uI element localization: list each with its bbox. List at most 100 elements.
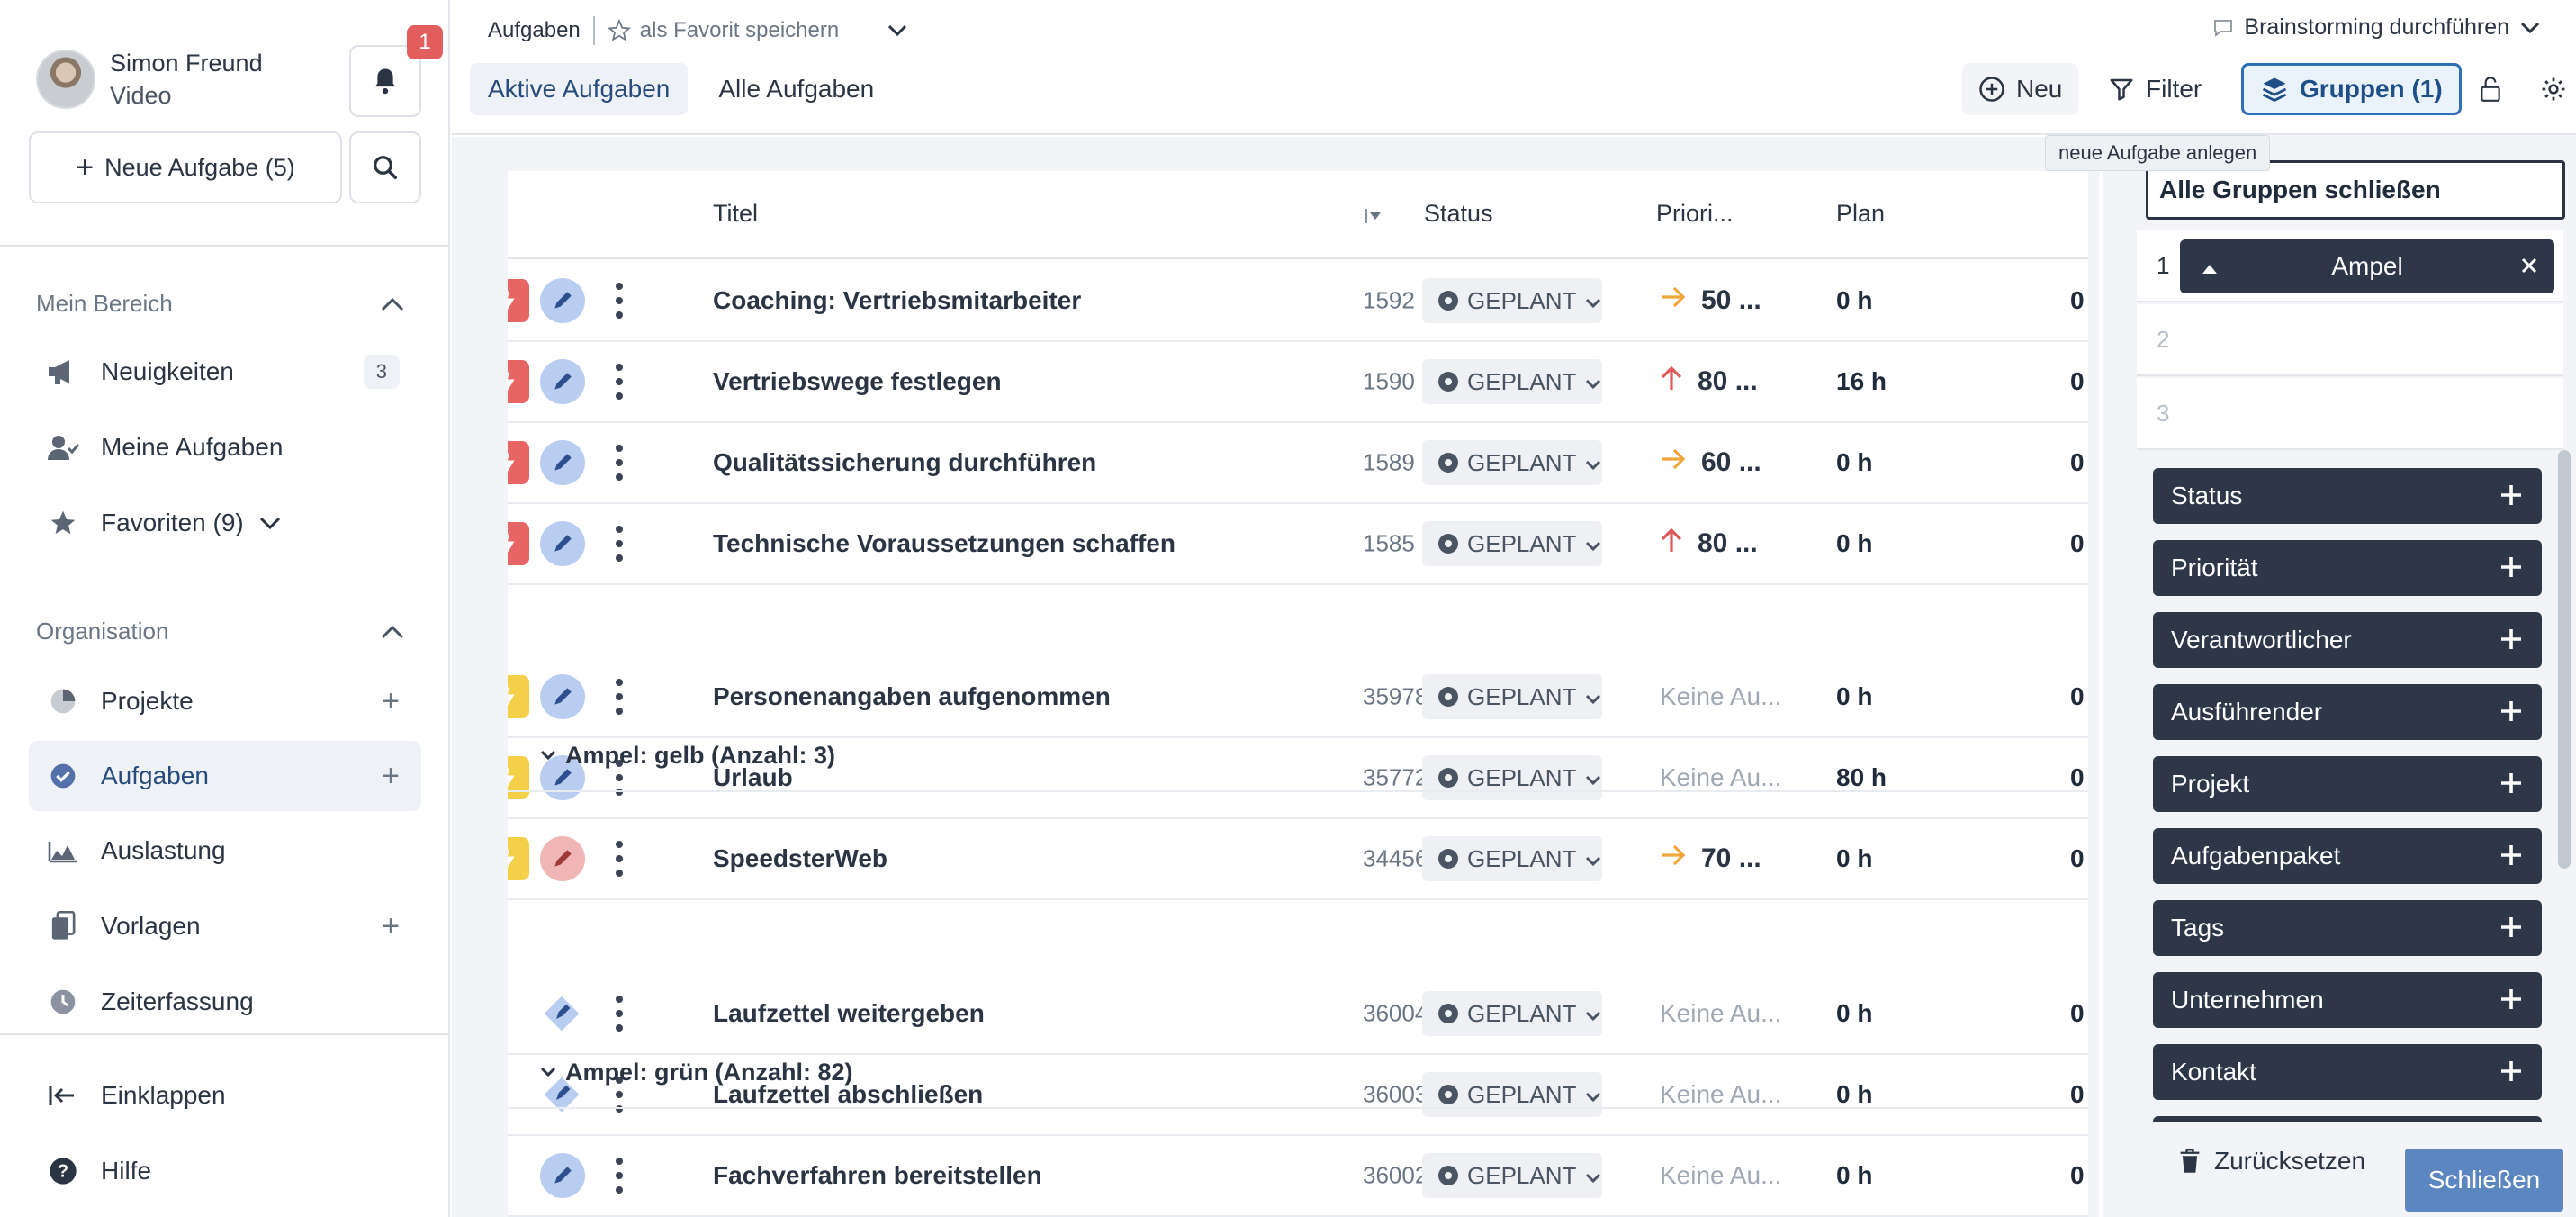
filter-button[interactable]: Filter — [2092, 63, 2218, 115]
plus-icon[interactable] — [2499, 843, 2524, 874]
more-options-icon[interactable] — [610, 1158, 628, 1194]
table-row[interactable]: Laufzettel abschließen 36003 GEPLANT Keine … — [508, 1055, 2088, 1136]
group-category-unternehmen[interactable]: Unternehmen — [2153, 972, 2542, 1028]
user-profile[interactable]: Simon Freund Video — [36, 47, 263, 112]
more-options-icon[interactable] — [610, 283, 628, 319]
edit-pencil-icon[interactable] — [540, 278, 585, 323]
status-dropdown[interactable]: GEPLANT — [1422, 440, 1602, 485]
close-icon[interactable] — [2520, 252, 2538, 281]
status-dropdown[interactable]: GEPLANT — [1422, 755, 1602, 800]
table-row[interactable]: Technische Voraussetzungen schaffen 1585 G… — [508, 504, 2088, 585]
context-task-selector[interactable]: Brainstorming durchführen — [2213, 14, 2540, 41]
more-options-icon[interactable] — [610, 841, 628, 877]
add-template-icon[interactable]: + — [382, 908, 400, 943]
more-options-icon[interactable] — [610, 760, 628, 796]
plus-icon[interactable] — [2499, 627, 2524, 658]
tab-all-tasks[interactable]: Alle Aufgaben — [718, 75, 875, 103]
plus-icon[interactable] — [2499, 915, 2524, 946]
edit-pencil-icon[interactable] — [540, 755, 585, 800]
edit-pencil-icon[interactable] — [540, 1153, 585, 1198]
group-slot-2[interactable]: 2 — [2137, 304, 2563, 376]
help-button[interactable]: ? Hilfe — [29, 1136, 421, 1206]
group-category-aufgabenpaket[interactable]: Aufgabenpaket — [2153, 828, 2542, 884]
sidebar-item-projects[interactable]: Projekte + — [29, 666, 421, 736]
group-slot-3[interactable]: 3 — [2137, 378, 2563, 450]
plus-icon[interactable] — [2499, 554, 2524, 586]
edit-diamond-icon[interactable] — [540, 992, 583, 1035]
sidebar-item-capacity[interactable]: Auslastung — [29, 816, 421, 886]
chevron-down-icon[interactable] — [887, 24, 907, 37]
chevron-down-icon[interactable] — [258, 516, 282, 530]
task-title[interactable]: Fachverfahren bereitstellen — [713, 1161, 1042, 1189]
sort-up-icon[interactable] — [2202, 252, 2218, 281]
task-title[interactable]: Vertriebswege festlegen — [713, 367, 1002, 395]
sidebar-item-favorites[interactable]: Favoriten (9) — [29, 488, 421, 558]
status-dropdown[interactable]: GEPLANT — [1422, 1072, 1602, 1117]
task-title[interactable]: SpeedsterWeb — [713, 844, 887, 872]
sort-indicator-icon[interactable] — [1365, 203, 1383, 231]
table-row[interactable]: Urlaub 35772 GEPLANT Keine Au... 80 h 0 — [508, 738, 2088, 819]
notifications-button[interactable] — [349, 45, 421, 117]
more-options-icon[interactable] — [610, 679, 628, 715]
status-dropdown[interactable]: GEPLANT — [1422, 359, 1602, 404]
task-title[interactable]: Laufzettel abschließen — [713, 1080, 984, 1108]
task-title[interactable]: Coaching: Vertriebsmitarbeiter — [713, 286, 1082, 314]
group-category-kontakt[interactable]: Kontakt — [2153, 1044, 2542, 1100]
sidebar-item-tasks[interactable]: Aufgaben + — [29, 741, 421, 811]
table-row[interactable]: Personenangaben aufgenommen 35978 GEPLANT K… — [508, 657, 2088, 738]
plus-icon[interactable] — [2499, 1059, 2524, 1090]
edit-pencil-icon[interactable] — [540, 674, 585, 719]
group-header-yellow[interactable]: Ampel: gelb (Anzahl: 3) — [508, 720, 2088, 792]
table-row[interactable]: SpeedsterWeb 34456 GEPLANT 70 ... 0 h 0 — [508, 819, 2088, 900]
lock-button[interactable] — [2464, 63, 2517, 115]
edit-pencil-icon[interactable] — [540, 521, 585, 566]
plus-icon[interactable] — [2499, 699, 2524, 730]
group-category-verantwortlicher[interactable]: Verantwortlicher — [2153, 612, 2542, 668]
more-options-icon[interactable] — [610, 364, 628, 400]
more-options-icon[interactable] — [610, 526, 628, 562]
reset-button[interactable]: Zurücksetzen — [2178, 1147, 2365, 1176]
group-chip-ampel[interactable]: Ampel — [2180, 239, 2554, 293]
table-row[interactable]: Laufzettel weitergeben 36004 GEPLANT Keine … — [508, 974, 2088, 1055]
edit-diamond-icon[interactable] — [540, 1073, 583, 1116]
sidebar-item-news[interactable]: Neuigkeiten 3 — [29, 337, 421, 407]
group-header-green[interactable]: Ampel: grün (Anzahl: 82) — [508, 1037, 2088, 1109]
collapse-sidebar-button[interactable]: Einklappen — [29, 1060, 421, 1131]
table-row[interactable]: Vertriebswege festlegen 1590 GEPLANT 80 ...… — [508, 342, 2088, 423]
column-status[interactable]: Status — [1424, 200, 1493, 227]
group-category-priorit-t[interactable]: Priorität — [2153, 540, 2542, 596]
plus-icon[interactable] — [2499, 771, 2524, 802]
plus-icon[interactable] — [2499, 482, 2524, 514]
group-category-status[interactable]: Status — [2153, 468, 2542, 524]
close-panel-button[interactable]: Schließen — [2405, 1149, 2563, 1212]
more-options-icon[interactable] — [610, 1077, 628, 1113]
group-category-projekt[interactable]: Projekt — [2153, 756, 2542, 812]
status-dropdown[interactable]: GEPLANT — [1422, 278, 1602, 323]
more-options-icon[interactable] — [610, 996, 628, 1032]
section-my-area[interactable]: Mein Bereich — [36, 290, 405, 318]
search-button[interactable] — [349, 131, 421, 203]
more-options-icon[interactable] — [610, 445, 628, 481]
task-title[interactable]: Qualitätssicherung durchführen — [713, 448, 1097, 476]
table-row[interactable]: Qualitätssicherung durchführen 1589 GEPLAN… — [508, 423, 2088, 504]
new-button[interactable]: Neu — [1962, 63, 2079, 115]
save-favorite-button[interactable]: als Favorit speichern — [607, 18, 839, 43]
task-title[interactable]: Technische Voraussetzungen schaffen — [713, 529, 1175, 557]
task-title[interactable]: Personenangaben aufgenommen — [713, 682, 1111, 710]
sidebar-item-my-tasks[interactable]: Meine Aufgaben — [29, 412, 421, 482]
status-dropdown[interactable]: GEPLANT — [1422, 521, 1602, 566]
task-title[interactable]: Laufzettel weitergeben — [713, 999, 985, 1027]
edit-pencil-icon[interactable] — [540, 836, 585, 881]
column-plan[interactable]: Plan — [1836, 200, 1886, 227]
status-dropdown[interactable]: GEPLANT — [1422, 991, 1602, 1036]
edit-pencil-icon[interactable] — [540, 440, 585, 485]
group-category-tags[interactable]: Tags — [2153, 900, 2542, 956]
column-priority[interactable]: Priori... — [1656, 200, 1734, 227]
panel-scrollbar[interactable] — [2558, 450, 2571, 869]
status-dropdown[interactable]: GEPLANT — [1422, 836, 1602, 881]
task-title[interactable]: Urlaub — [713, 763, 793, 791]
tab-active-tasks[interactable]: Aktive Aufgaben — [470, 63, 689, 115]
section-organisation[interactable]: Organisation — [36, 618, 405, 645]
edit-pencil-icon[interactable] — [540, 359, 585, 404]
group-category-ausf-hrender[interactable]: Ausführender — [2153, 684, 2542, 740]
